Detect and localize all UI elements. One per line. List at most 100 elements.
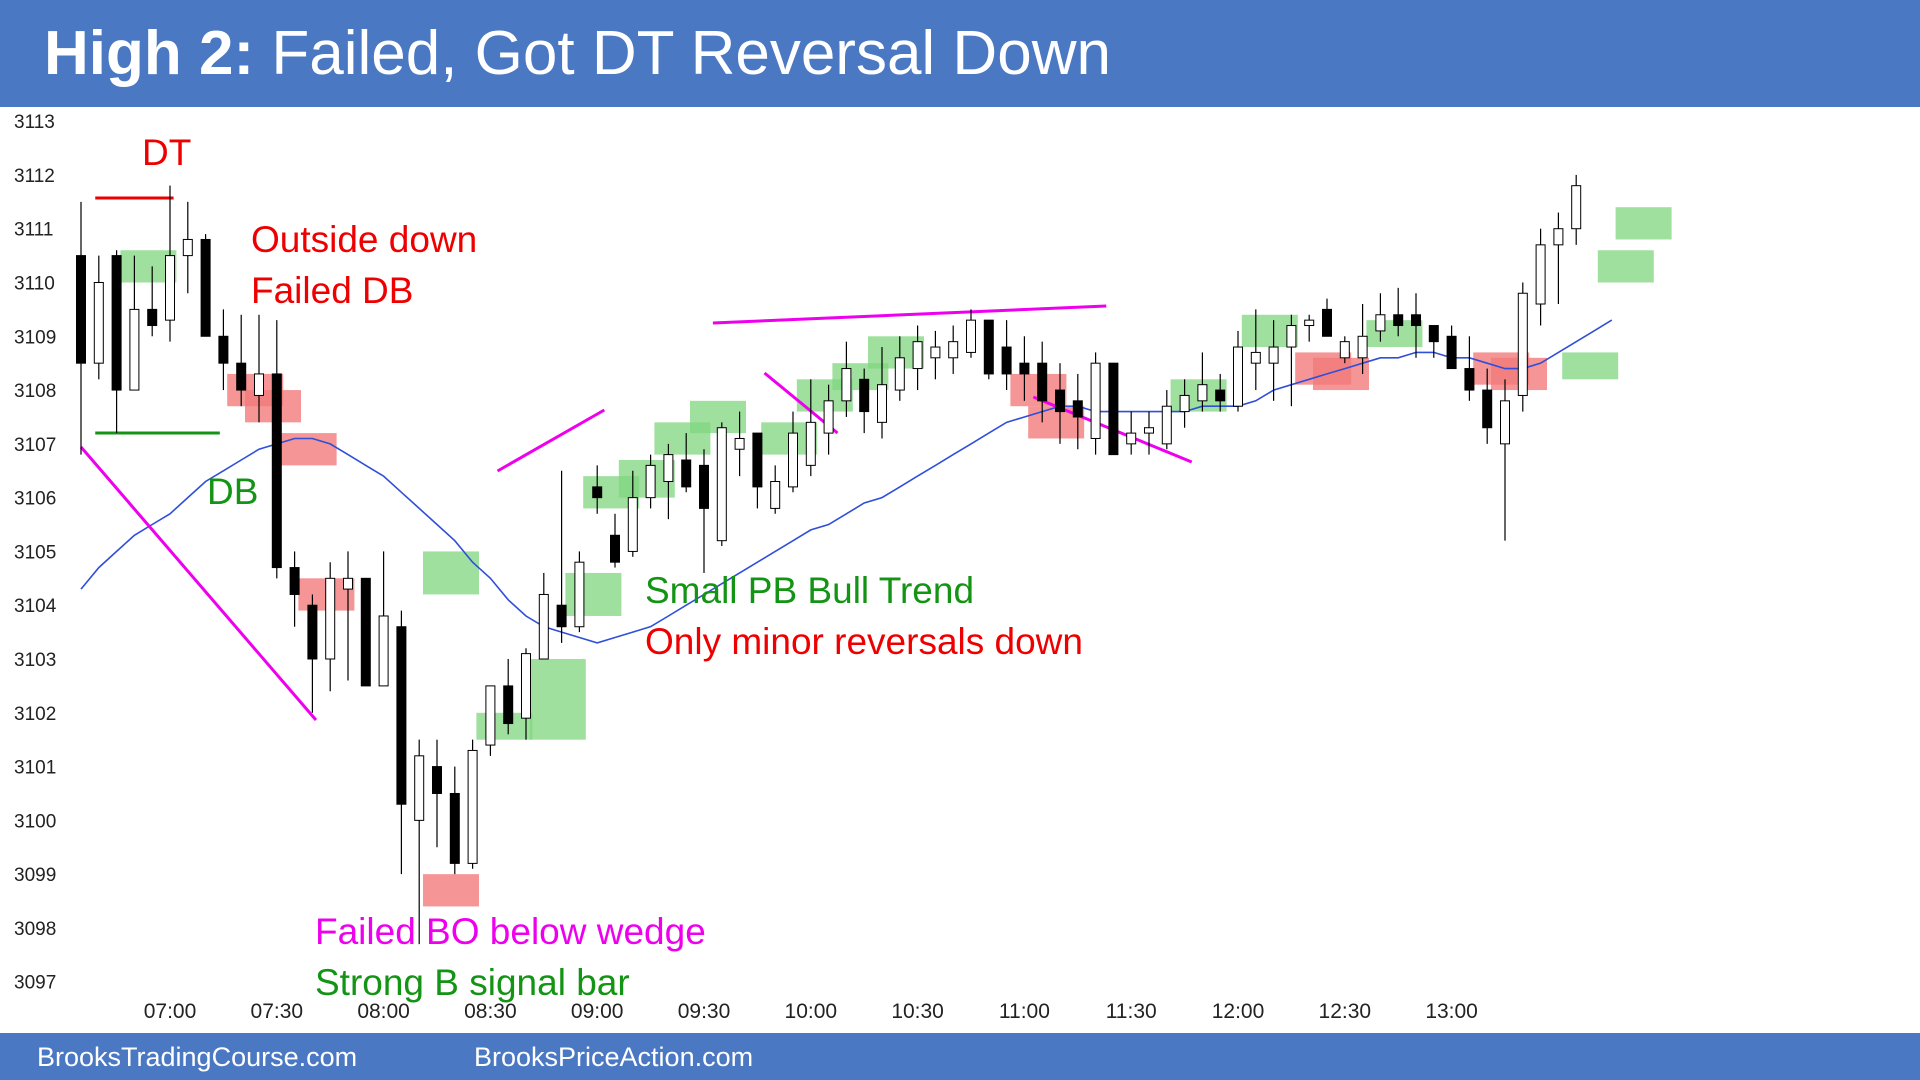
bear-bar bbox=[1464, 368, 1475, 391]
bear-bar bbox=[236, 362, 247, 391]
x-tick-label: 07:00 bbox=[144, 1000, 197, 1023]
bear-bar bbox=[432, 766, 442, 794]
range-top-line bbox=[712, 304, 1107, 325]
y-tick-label: 3104 bbox=[14, 596, 57, 617]
bear-bar bbox=[396, 626, 407, 805]
y-tick-label: 3108 bbox=[14, 381, 56, 402]
bull-signal-box bbox=[1597, 250, 1654, 283]
bull-bar bbox=[343, 577, 353, 590]
title-rest: Failed, Got DT Reversal Down bbox=[271, 19, 1111, 88]
x-tick-label: 07:30 bbox=[251, 1000, 304, 1023]
failed-bo-label: Failed BO below wedge bbox=[315, 911, 706, 952]
x-tick-label: 12:30 bbox=[1319, 1000, 1372, 1023]
x-tick-label: 11:00 bbox=[999, 1000, 1050, 1023]
x-tick-label: 09:30 bbox=[678, 1000, 731, 1023]
bull-bar bbox=[877, 384, 887, 423]
minor-reversals-label: Only minor reversals down bbox=[645, 621, 1083, 662]
db-label: DB bbox=[207, 471, 259, 512]
footer-link-price-action[interactable]: BrooksPriceAction.com bbox=[474, 1042, 754, 1072]
footer-bar bbox=[0, 1033, 1920, 1080]
bear-bar bbox=[289, 567, 300, 595]
bull-bar bbox=[1233, 346, 1243, 407]
x-tick-label: 12:00 bbox=[1212, 1000, 1265, 1023]
x-tick-label: 13:00 bbox=[1425, 1000, 1478, 1023]
bull-bar bbox=[1517, 292, 1528, 396]
x-tick-label: 09:00 bbox=[571, 1000, 624, 1023]
y-tick-label: 3109 bbox=[14, 327, 56, 348]
y-tick-label: 3098 bbox=[14, 919, 56, 940]
bear-bar bbox=[1322, 308, 1332, 337]
bull-trendline bbox=[496, 408, 606, 473]
bear-bar bbox=[1055, 389, 1065, 413]
bull-signal-box bbox=[423, 551, 479, 595]
bear-signal-box bbox=[423, 874, 479, 907]
bear-bar bbox=[1215, 389, 1226, 402]
bull-bar bbox=[485, 685, 496, 746]
title-bar bbox=[0, 0, 1920, 107]
price-chart: 3097 3098 3099 3100 3101 3102 3103 3104 3105 3106… bbox=[14, 112, 1672, 1023]
x-tick-label: 08:30 bbox=[464, 1000, 517, 1023]
bull-bar bbox=[734, 437, 745, 450]
y-tick-label: 3113 bbox=[14, 112, 55, 133]
y-tick-label: 3103 bbox=[14, 650, 56, 671]
bear-bar bbox=[1072, 400, 1083, 418]
wedge-trendline bbox=[79, 446, 318, 721]
bear-bar bbox=[76, 255, 86, 364]
bull-bar bbox=[165, 255, 175, 321]
x-axis: 07:00 07:30 08:00 08:30 09:00 09:30 10:00 10:30… bbox=[144, 1000, 1478, 1023]
slide-title: High 2: Failed, Got DT Reversal Down bbox=[44, 18, 1111, 89]
bear-bar bbox=[1037, 362, 1048, 402]
bear-bar bbox=[1108, 362, 1119, 456]
bull-bar bbox=[1090, 362, 1101, 439]
bull-bar bbox=[378, 615, 389, 687]
bull-bar bbox=[930, 346, 941, 359]
y-tick-label: 3100 bbox=[14, 811, 56, 832]
bull-bar bbox=[182, 238, 193, 257]
bull-bar bbox=[93, 281, 104, 364]
bear-bar bbox=[503, 685, 514, 725]
price-bars bbox=[76, 174, 1582, 945]
bull-bar bbox=[1535, 244, 1546, 305]
bear-bar bbox=[1446, 335, 1457, 370]
bull-bar bbox=[1339, 341, 1350, 359]
y-tick-label: 3097 bbox=[14, 973, 56, 994]
bear-bar bbox=[200, 238, 211, 337]
bull-bar bbox=[948, 341, 959, 359]
footer-link-trading-course[interactable]: BrooksTradingCourse.com bbox=[37, 1042, 358, 1072]
bull-bar bbox=[1126, 432, 1137, 445]
bull-bar bbox=[325, 577, 336, 660]
strong-b-signal-label: Strong B signal bar bbox=[315, 962, 630, 1003]
y-tick-label: 3101 bbox=[14, 758, 56, 779]
failed-db-label: Failed DB bbox=[251, 270, 414, 311]
bull-bar bbox=[894, 357, 905, 391]
ema-layer bbox=[80, 319, 1613, 644]
bull-bar bbox=[1179, 394, 1190, 413]
bull-bar bbox=[467, 749, 478, 864]
bull-bar bbox=[1250, 351, 1261, 364]
bull-bar bbox=[538, 593, 549, 660]
bull-bar bbox=[521, 653, 531, 719]
outside-down-label: Outside down bbox=[251, 219, 478, 260]
bull-bar bbox=[1375, 314, 1386, 332]
bull-bar bbox=[414, 755, 425, 821]
y-tick-label: 3111 bbox=[14, 220, 53, 241]
bull-signal-box bbox=[565, 572, 622, 616]
bear-bar bbox=[111, 255, 122, 391]
bear-bar bbox=[699, 464, 709, 509]
bear-signal-box bbox=[1313, 357, 1369, 391]
bull-signal-box bbox=[1615, 207, 1672, 240]
bull-bar bbox=[627, 497, 638, 552]
signal-boxes bbox=[120, 207, 1672, 907]
x-tick-label: 10:00 bbox=[785, 1000, 838, 1023]
bear-bar bbox=[859, 378, 870, 413]
bear-bar bbox=[271, 373, 282, 569]
bear-bar bbox=[147, 308, 158, 327]
bull-signal-box bbox=[529, 659, 586, 740]
bull-bar bbox=[574, 561, 585, 628]
y-tick-label: 3110 bbox=[14, 273, 55, 294]
bull-bar bbox=[1500, 400, 1510, 445]
bull-bar bbox=[805, 421, 816, 466]
bear-bar bbox=[556, 604, 567, 628]
bear-bar bbox=[1019, 362, 1030, 375]
bull-bar bbox=[663, 454, 674, 483]
